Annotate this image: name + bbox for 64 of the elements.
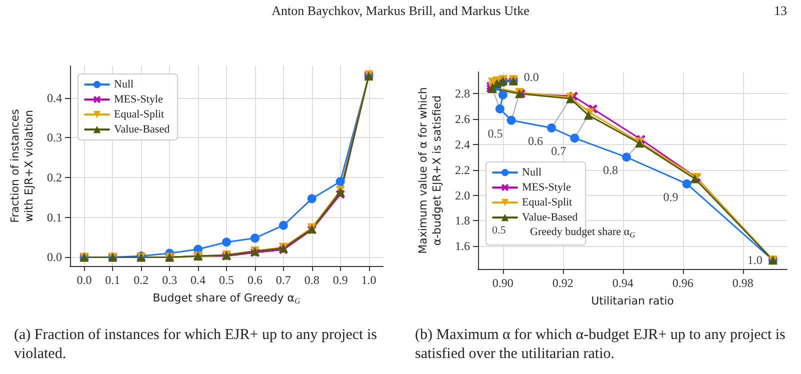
- point: [222, 238, 231, 247]
- y-tick-label: 2.4: [455, 137, 470, 152]
- x-tick-label: 0.8: [304, 273, 320, 287]
- point: [570, 134, 580, 143]
- x-tick-label: 0.4: [190, 273, 206, 287]
- text: (a) Fraction of instances for which EJR+ up to any project is violated.: [14, 326, 378, 364]
- text: Anton Baychkov, Markus Brill, and Markus Utke: [272, 3, 530, 18]
- annotation: 1.0: [747, 253, 762, 268]
- annotation: 0.9: [663, 190, 678, 204]
- legend-label: Value-Based: [522, 212, 578, 224]
- y-tick-label: 0.4: [47, 90, 62, 105]
- x-tick-label: 0.94: [612, 276, 634, 290]
- x-axis-title: Utilitarian ratio: [591, 294, 674, 308]
- point: [495, 104, 504, 114]
- legend-label: Null: [114, 78, 134, 90]
- legend-label: MES-Style: [522, 182, 572, 194]
- annotation: 0.8: [603, 163, 618, 178]
- point: [498, 90, 508, 100]
- x-tick-label: 0.1: [105, 273, 120, 287]
- y-tick-label: 0.2: [47, 170, 62, 185]
- annotation: 0.5: [488, 126, 503, 140]
- legend-label: Value-Based: [114, 124, 170, 136]
- x-tick-label: 0.6: [247, 273, 262, 287]
- y-tick-label: 2.2: [455, 162, 470, 177]
- x-tick-label: 1.0: [361, 273, 376, 287]
- x-tick-label: 0.92: [552, 276, 574, 290]
- y-tick-label: 1.6: [455, 239, 470, 254]
- point: [336, 177, 345, 186]
- x-tick-label: 0.3: [162, 273, 178, 287]
- x-tick-label: 0.9: [332, 273, 348, 287]
- x-tick-label: 0.7: [276, 273, 291, 287]
- x-tick-label: 0.5: [219, 273, 234, 287]
- legend-label: Null: [522, 166, 542, 178]
- y-axis-title: Fraction of instances with EJR+X violation: [8, 108, 36, 223]
- legend-label: MES-Style: [114, 94, 164, 106]
- y-tick-label: 1.8: [455, 214, 470, 228]
- point: [278, 220, 288, 230]
- y-tick-label: 0.1: [47, 210, 62, 224]
- point: [250, 234, 260, 243]
- x-tick-label: 0.98: [732, 276, 754, 290]
- x-tick-label: 0.0: [76, 273, 92, 287]
- text: (b) Maximum α for which α-budget EJR+ up to any project is satisfied over the utilitarian ratio.: [415, 326, 786, 364]
- point: [584, 110, 593, 120]
- y-tick-label: 2.8: [455, 86, 470, 101]
- y-tick-label: 0.3: [47, 130, 62, 145]
- point: [506, 116, 516, 125]
- text: 13: [774, 3, 787, 19]
- y-tick-label: 0.0: [47, 250, 62, 264]
- y-tick-label: 2.6: [455, 112, 470, 126]
- y-tick-label: 2.0: [455, 188, 470, 202]
- legend-label: Equal-Split: [522, 196, 572, 208]
- annotation: 0.7: [551, 144, 566, 158]
- point: [682, 179, 692, 188]
- point: [307, 194, 316, 204]
- y-axis-title: Maximum value of α for which α-budget EJR+X is satisfied: [416, 87, 444, 254]
- point: [547, 123, 556, 132]
- annotation: 0.6: [528, 134, 543, 148]
- x-tick-label: 0.90: [492, 276, 514, 290]
- x-tick-label: 0.2: [134, 273, 149, 287]
- annotation: 0.0: [524, 70, 539, 84]
- point: [622, 152, 631, 162]
- annotation: 0.5: [492, 224, 506, 236]
- legend-label: Equal-Split: [114, 108, 164, 120]
- x-tick-label: 0.96: [672, 276, 694, 290]
